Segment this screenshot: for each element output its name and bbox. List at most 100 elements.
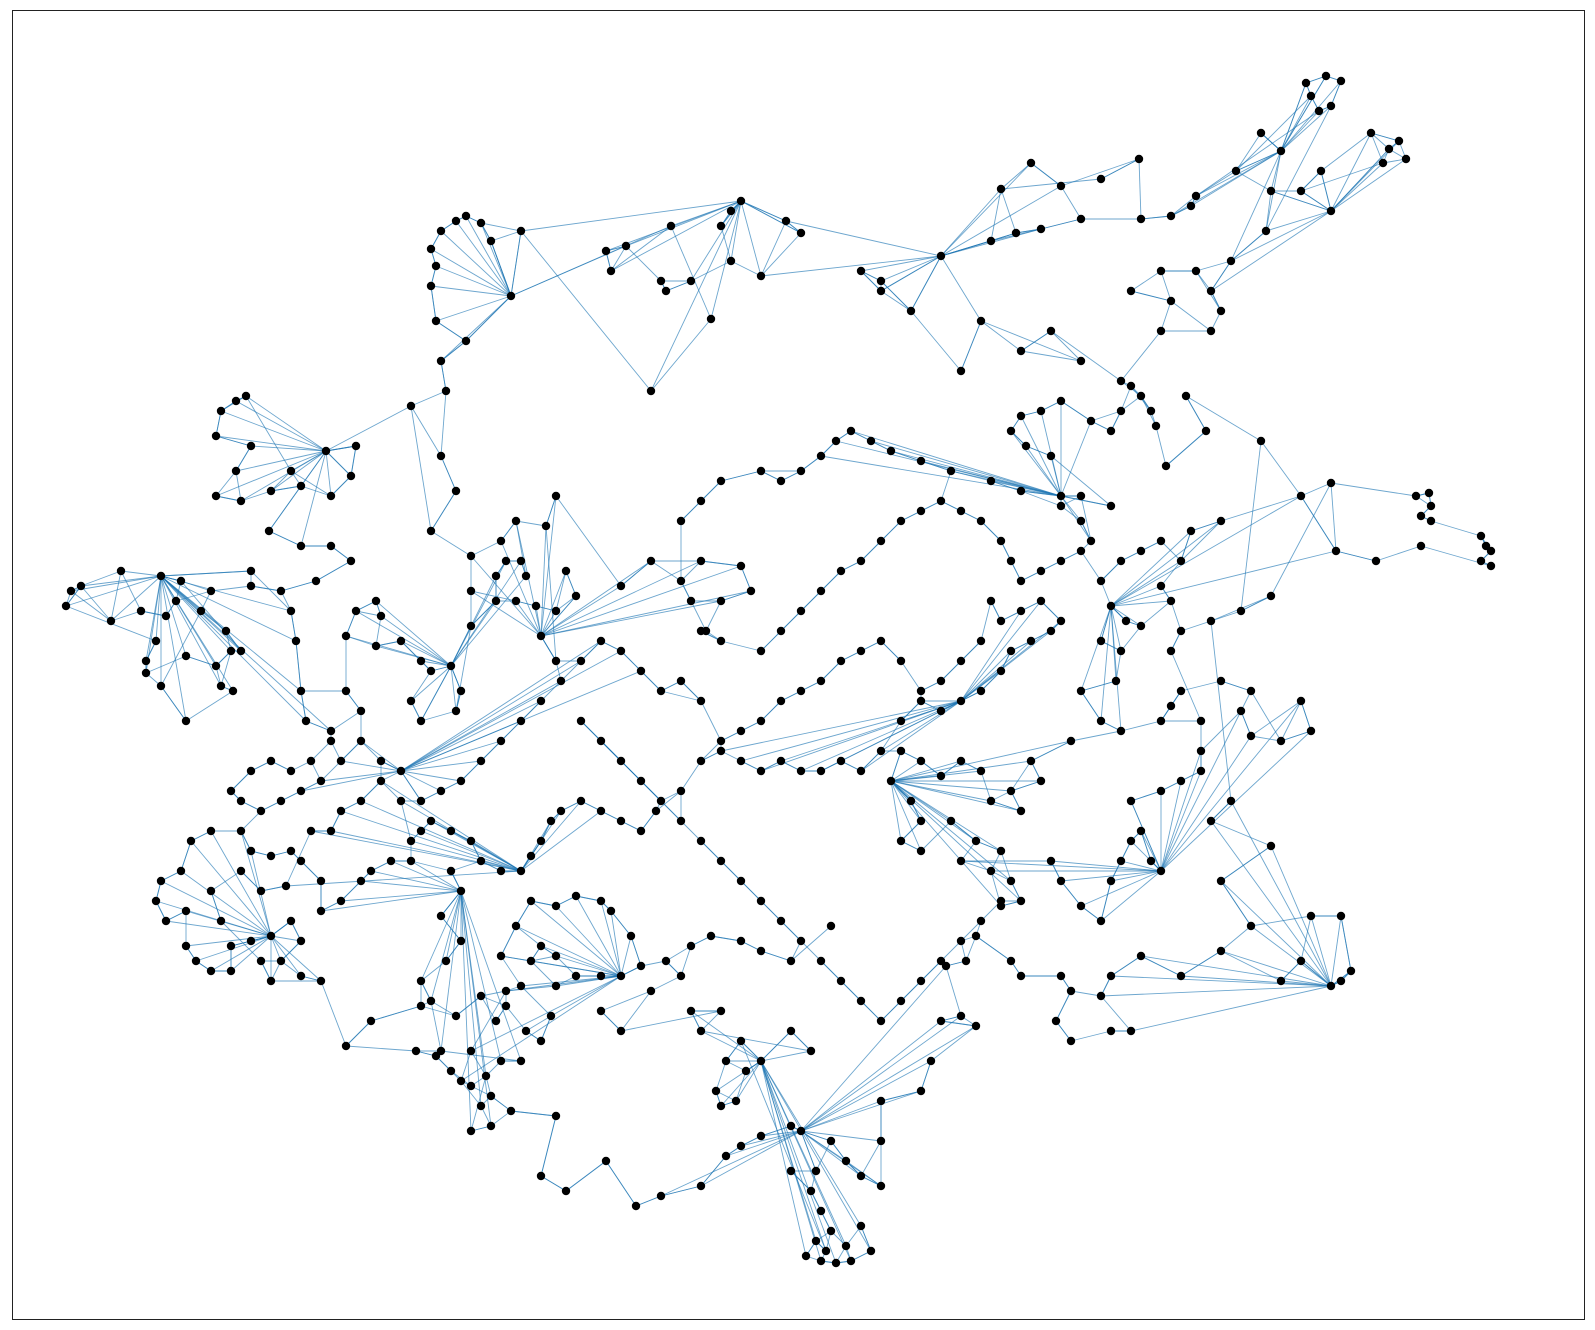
graph-edge [410, 670, 432, 702]
graph-node [446, 661, 456, 671]
graph-edge [1180, 530, 1192, 562]
graph-node [666, 221, 676, 231]
graph-node [801, 1251, 811, 1261]
graph-node [1056, 971, 1066, 981]
graph-edge [1060, 400, 1092, 422]
graph-node [1016, 606, 1026, 616]
graph-node [216, 916, 226, 926]
graph-node [446, 866, 456, 876]
graph-node [856, 766, 866, 776]
graph-node [61, 601, 71, 611]
graph-node [646, 386, 656, 396]
graph-edge [430, 890, 462, 1002]
graph-node [1236, 706, 1246, 716]
graph-node [276, 586, 286, 596]
graph-node [1401, 154, 1411, 164]
graph-edge [460, 1080, 482, 1107]
graph-node [616, 581, 626, 591]
graph-node [228, 686, 238, 696]
graph-edge [650, 200, 742, 392]
graph-edge [1010, 430, 1062, 497]
graph-node [491, 1016, 501, 1026]
graph-edge [880, 1090, 922, 1102]
graph-node [786, 1026, 796, 1036]
graph-node [556, 806, 566, 816]
graph-node [616, 646, 626, 656]
graph-edge [65, 575, 162, 607]
graph-node [1476, 556, 1486, 566]
graph-node [266, 486, 276, 496]
graph-node [221, 626, 231, 636]
graph-edge [980, 770, 992, 802]
graph-node [336, 806, 346, 816]
graph-node [191, 956, 201, 966]
graph-node [656, 1191, 666, 1201]
graph-node [1306, 91, 1316, 101]
graph-node [776, 916, 786, 926]
graph-edge [680, 945, 692, 977]
graph-node [971, 931, 981, 941]
graph-node [196, 606, 206, 616]
graph-edge [1370, 132, 1384, 164]
graph-node [601, 246, 611, 256]
graph-edge [720, 225, 732, 262]
graph-node [141, 668, 151, 678]
graph-edge [540, 945, 622, 977]
graph-node [1056, 491, 1066, 501]
graph-node [551, 981, 561, 991]
graph-node [716, 746, 726, 756]
graph-node [306, 756, 316, 766]
graph-node [1321, 71, 1331, 81]
graph-edge [1330, 132, 1372, 212]
graph-node [796, 228, 806, 238]
graph-node [781, 216, 791, 226]
graph-edge [160, 610, 202, 687]
graph-edge [270, 470, 292, 492]
graph-node [806, 1046, 816, 1056]
graph-node [876, 1181, 886, 1191]
graph-edge [1160, 700, 1302, 872]
graph-edge [1030, 740, 1072, 762]
graph-edge [860, 1225, 872, 1252]
graph-node [516, 716, 526, 726]
graph-node [561, 566, 571, 576]
graph-node [646, 986, 656, 996]
graph-edge [400, 770, 442, 792]
graph-node [1026, 158, 1036, 168]
graph-node [556, 676, 566, 686]
graph-edge [515, 900, 532, 927]
graph-edge [155, 575, 162, 642]
graph-edge [790, 1030, 812, 1052]
graph-node [996, 666, 1006, 676]
graph-edge [290, 610, 297, 642]
graph-node [496, 866, 506, 876]
graph-node [986, 236, 996, 246]
graph-node [1051, 1016, 1061, 1026]
graph-node [506, 1106, 516, 1116]
graph-edge [890, 780, 922, 852]
graph-edge [670, 200, 742, 227]
graph-node [1146, 406, 1156, 416]
graph-edge [1110, 550, 1337, 607]
graph-edge [890, 760, 962, 782]
graph-node [776, 626, 786, 636]
graph-edge [1220, 880, 1252, 927]
graph-node [226, 941, 236, 951]
graph-node [736, 936, 746, 946]
graph-edge [940, 470, 952, 502]
graph-edge [530, 960, 557, 987]
graph-node [756, 716, 766, 726]
graph-edge [965, 935, 977, 962]
graph-node [446, 826, 456, 836]
graph-node [1016, 896, 1026, 906]
graph-edge [1080, 690, 1102, 722]
graph-edge [900, 820, 922, 842]
graph-edge [470, 555, 542, 637]
graph-node [796, 606, 806, 616]
graph-node [1191, 191, 1201, 201]
graph-node [596, 636, 606, 646]
graph-node [596, 736, 606, 746]
graph-node [241, 391, 251, 401]
graph-node [486, 1121, 496, 1131]
graph-edge [440, 890, 462, 917]
